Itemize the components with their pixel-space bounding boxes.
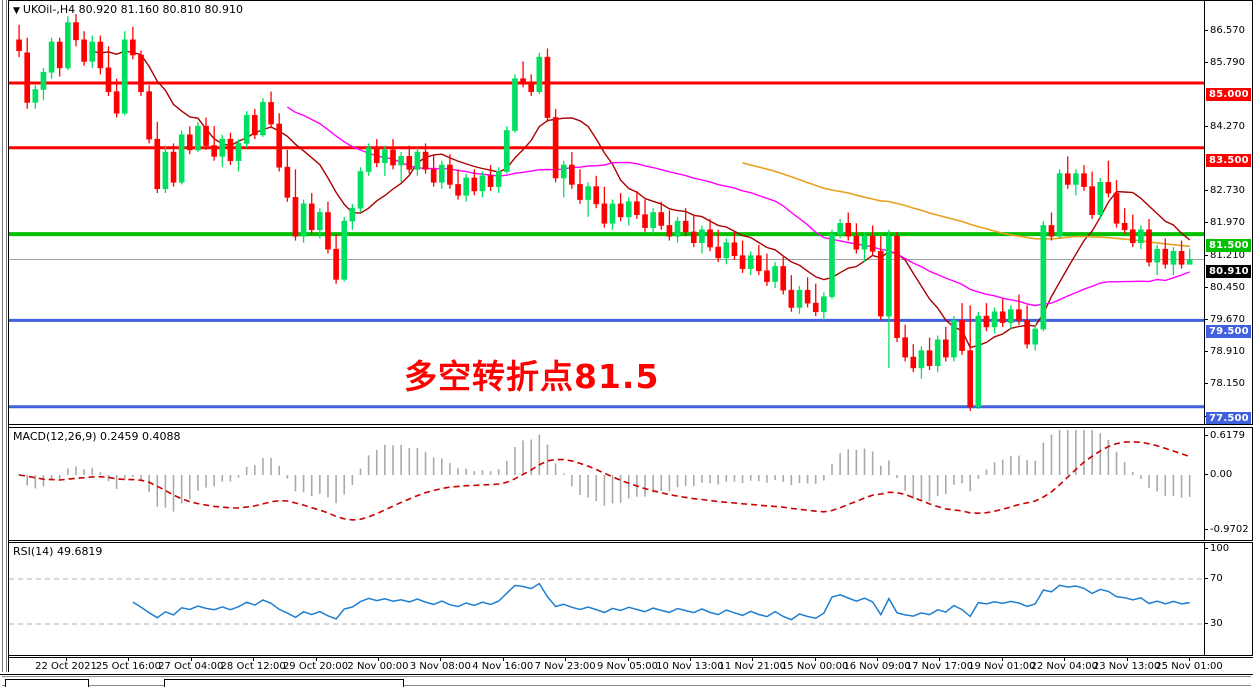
time-axis-label: 2 Nov 00:00 — [347, 661, 409, 672]
price-level-badge[interactable]: 80.910 — [1206, 265, 1251, 278]
macd-svg — [18, 430, 1191, 521]
rsi-axis-tick: 30 — [1205, 619, 1252, 629]
price-axis-tick: 79.670 — [1205, 315, 1252, 325]
horizontal-scrollbar[interactable] — [0, 674, 1253, 687]
rsi-plot-area[interactable] — [9, 543, 1204, 655]
time-axis-label: 16 Nov 09:00 — [843, 661, 911, 672]
price-axis-tick: 85.790 — [1205, 58, 1252, 68]
symbol-header: ▼ UKOil-,H4 80.920 81.160 80.810 80.910 — [13, 3, 243, 16]
time-axis-label: 23 Nov 13:00 — [1092, 661, 1161, 672]
time-axis-tick — [627, 658, 629, 661]
time-axis-tick — [1126, 658, 1128, 661]
macd-axis-tick: -0.9702 — [1205, 525, 1252, 535]
horizontal-scrollbar-thumb-left[interactable] — [5, 679, 89, 687]
time-axis-tick — [565, 658, 567, 661]
time-axis-label: 10 Nov 13:00 — [656, 661, 724, 672]
macd-axis: 0.6179 0.00 -0.9702 — [1204, 428, 1252, 540]
rsi-axis-tick: 100 — [1205, 544, 1252, 554]
time-axis-tick — [253, 658, 255, 661]
chevron-down-icon[interactable]: ▼ — [13, 6, 20, 16]
price-axis-tick: 80.450 — [1205, 283, 1252, 293]
time-axis-label: 4 Nov 16:00 — [472, 661, 534, 672]
time-axis-label: 25 Nov 01:00 — [1155, 661, 1223, 672]
price-level-badge[interactable]: 77.500 — [1206, 412, 1251, 424]
time-axis-tick — [66, 658, 67, 661]
macd-label: MACD(12,26,9) 0.2459 0.4088 — [13, 430, 181, 443]
time-axis-label: 11 Nov 21:00 — [718, 661, 786, 672]
price-candles-svg — [9, 13, 1204, 412]
time-axis-label: 22 Oct 2021 — [35, 661, 97, 672]
time-axis-tick — [315, 658, 317, 661]
time-axis-tick — [1064, 658, 1066, 661]
time-axis-tick — [190, 658, 192, 661]
time-axis[interactable]: 22 Oct 2021 25 Oct 16:00 27 Oct 04:00 28 Oc… — [9, 657, 1253, 673]
time-axis-tick — [877, 658, 879, 661]
price-axis[interactable]: 86.570 85.790 84.270 82.730 81.970 81.210 80.4… — [1204, 1, 1252, 424]
price-level-badge[interactable]: 79.500 — [1206, 325, 1251, 338]
time-axis-label: 15 Nov 00:00 — [780, 661, 849, 672]
rsi-svg — [9, 578, 1204, 625]
horizontal-scrollbar-thumb-right[interactable] — [164, 679, 404, 687]
time-axis-tick — [1189, 658, 1190, 661]
price-level-badge[interactable]: 83.500 — [1206, 154, 1251, 167]
vertical-scrollbar-track[interactable] — [2, 0, 7, 672]
time-axis-tick — [1001, 658, 1003, 661]
rsi-label: RSI(14) 49.6819 — [13, 545, 103, 558]
time-axis-label: 29 Oct 20:00 — [282, 661, 349, 672]
vertical-scrollbar[interactable] — [0, 0, 9, 672]
price-axis-tick: 86.570 — [1205, 26, 1252, 36]
time-axis-tick — [377, 658, 379, 661]
rsi-axis: 100 70 30 — [1204, 543, 1252, 655]
time-axis-label: 27 Oct 04:00 — [158, 661, 224, 672]
macd-axis-tick: 0.6179 — [1205, 431, 1252, 441]
macd-axis-tick: 0.00 — [1205, 470, 1252, 480]
price-axis-tick: 81.210 — [1205, 251, 1252, 261]
time-axis-tick — [440, 658, 442, 661]
price-axis-tick: 84.270 — [1205, 122, 1252, 132]
time-axis-label: 22 Nov 04:00 — [1030, 661, 1098, 672]
time-axis-label: 28 Oct 12:00 — [220, 661, 286, 672]
macd-pane[interactable]: MACD(12,26,9) 0.2459 0.4088 0.6179 0.00 -0… — [9, 427, 1253, 541]
time-axis-label: 9 Nov 05:00 — [596, 661, 659, 672]
price-axis-tick: 78.150 — [1205, 379, 1252, 389]
rsi-pane[interactable]: RSI(14) 49.6819 100 70 30 — [9, 542, 1253, 656]
time-axis-label: 3 Nov 08:00 — [409, 661, 471, 672]
price-level-badge[interactable]: 81.500 — [1206, 239, 1251, 252]
time-axis-tick — [128, 658, 130, 661]
price-level-badge[interactable]: 85.000 — [1206, 88, 1251, 101]
macd-plot-area[interactable] — [9, 428, 1204, 540]
price-axis-tick: 81.970 — [1205, 218, 1252, 228]
horizontal-scrollbar-track[interactable] — [2, 676, 1251, 687]
chart-annotation-text: 多空转折点81.5 — [404, 357, 660, 396]
price-chart-pane[interactable]: ▼ UKOil-,H4 80.920 81.160 80.810 80.910 多… — [9, 0, 1253, 425]
time-axis-label: 19 Nov 01:00 — [968, 661, 1036, 672]
price-axis-tick: 78.910 — [1205, 347, 1252, 357]
time-axis-label: 17 Nov 17:00 — [905, 661, 974, 672]
time-axis-tick — [752, 658, 754, 661]
time-axis-tick — [689, 658, 691, 661]
time-axis-label: 25 Oct 16:00 — [95, 661, 161, 672]
time-axis-tick — [814, 658, 816, 661]
time-axis-tick — [939, 658, 941, 661]
symbol-label-text: UKOil-,H4 80.920 81.160 80.810 80.910 — [22, 3, 244, 16]
time-axis-tick — [502, 658, 504, 661]
price-plot-area[interactable] — [9, 1, 1204, 424]
time-axis-label: 7 Nov 23:00 — [534, 661, 596, 672]
rsi-axis-tick: 70 — [1205, 574, 1252, 584]
price-axis-tick: 82.730 — [1205, 186, 1252, 196]
